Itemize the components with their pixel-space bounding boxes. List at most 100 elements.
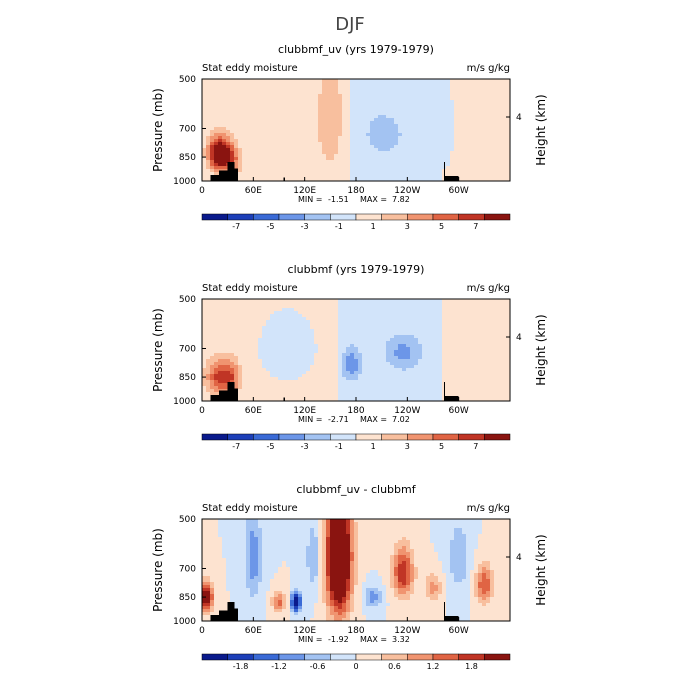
heatmap-cell: [322, 326, 326, 329]
heatmap-cell: [298, 368, 302, 371]
heatmap-cell: [206, 148, 210, 151]
heatmap-cell: [266, 157, 270, 160]
heatmap-cell: [466, 392, 470, 395]
heatmap-cell: [310, 130, 314, 133]
heatmap-cell: [238, 341, 242, 344]
heatmap-cell: [306, 127, 310, 130]
heatmap-cell: [342, 365, 346, 368]
heatmap-cell: [326, 377, 330, 380]
heatmap-cell: [394, 97, 398, 100]
heatmap-cell: [426, 392, 430, 395]
heatmap-cell: [218, 344, 222, 347]
heatmap-cell: [206, 109, 210, 112]
heatmap-cell: [450, 359, 454, 362]
heatmap-cell: [486, 103, 490, 106]
heatmap-cell: [498, 175, 502, 178]
heatmap-cell: [402, 85, 406, 88]
heatmap-cell: [310, 139, 314, 142]
heatmap-cell: [322, 124, 326, 127]
heatmap-cell: [366, 347, 370, 350]
heatmap-cell: [318, 377, 322, 380]
heatmap-cell: [214, 94, 218, 97]
heatmap-cell: [302, 166, 306, 169]
heatmap-cell: [206, 82, 210, 85]
heatmap-cell: [430, 88, 434, 91]
heatmap-cell: [246, 347, 250, 350]
heatmap-cell: [350, 314, 354, 317]
heatmap-cell: [274, 323, 278, 326]
heatmap-cell: [454, 356, 458, 359]
heatmap-cell: [210, 371, 214, 374]
heatmap-cell: [334, 314, 338, 317]
heatmap-cell: [442, 326, 446, 329]
heatmap-cell: [474, 160, 478, 163]
heatmap-cell: [250, 371, 254, 374]
heatmap-cell: [278, 359, 282, 362]
heatmap-cell: [354, 118, 358, 121]
heatmap-cell: [290, 386, 294, 389]
heatmap-cell: [334, 299, 338, 302]
heatmap-cell: [334, 160, 338, 163]
heatmap-cell: [390, 362, 394, 365]
heatmap-cell: [382, 323, 386, 326]
heatmap-cell: [506, 142, 510, 145]
heatmap-cell: [250, 118, 254, 121]
heatmap-cell: [218, 115, 222, 118]
heatmap-cell: [442, 82, 446, 85]
heatmap-cell: [282, 356, 286, 359]
heatmap-cell: [406, 85, 410, 88]
heatmap-cell: [394, 85, 398, 88]
heatmap-cell: [462, 374, 466, 377]
heatmap-cell: [426, 344, 430, 347]
heatmap-cell: [274, 371, 278, 374]
heatmap-cell: [458, 311, 462, 314]
heatmap-cell: [366, 97, 370, 100]
heatmap-cell: [322, 365, 326, 368]
heatmap-cell: [298, 100, 302, 103]
heatmap-cell: [486, 79, 490, 82]
heatmap-cell: [350, 124, 354, 127]
heatmap-cell: [438, 311, 442, 314]
heatmap-cell: [222, 350, 226, 353]
heatmap-cell: [210, 311, 214, 314]
heatmap-cell: [206, 136, 210, 139]
heatmap-cell: [370, 100, 374, 103]
heatmap-cell: [346, 320, 350, 323]
heatmap-cell: [414, 380, 418, 383]
heatmap-cell: [482, 85, 486, 88]
heatmap-cell: [350, 139, 354, 142]
heatmap-cell: [214, 139, 218, 142]
heatmap-cell: [466, 175, 470, 178]
heatmap-cell: [374, 353, 378, 356]
heatmap-cell: [270, 163, 274, 166]
heatmap-cell: [282, 127, 286, 130]
heatmap-cell: [322, 97, 326, 100]
heatmap-cell: [246, 398, 250, 401]
heatmap-cell: [302, 356, 306, 359]
heatmap-cell: [378, 88, 382, 91]
heatmap-cell: [418, 118, 422, 121]
heatmap-cell: [226, 82, 230, 85]
heatmap-cell: [450, 341, 454, 344]
heatmap-cell: [422, 160, 426, 163]
heatmap-cell: [206, 94, 210, 97]
heatmap-cell: [426, 371, 430, 374]
heatmap-cell: [210, 136, 214, 139]
heatmap-cell: [394, 320, 398, 323]
heatmap-cell: [214, 365, 218, 368]
heatmap-cell: [482, 124, 486, 127]
heatmap-cell: [366, 154, 370, 157]
heatmap-cell: [482, 139, 486, 142]
heatmap-cell: [262, 169, 266, 172]
heatmap-cell: [306, 100, 310, 103]
heatmap-cell: [318, 112, 322, 115]
heatmap-cell: [334, 320, 338, 323]
heatmap-cell: [378, 127, 382, 130]
heatmap-cell: [342, 341, 346, 344]
heatmap-cell: [350, 127, 354, 130]
heatmap-cell: [478, 82, 482, 85]
heatmap-cell: [266, 88, 270, 91]
heatmap-cell: [354, 335, 358, 338]
heatmap-cell: [334, 148, 338, 151]
heatmap-cell: [334, 100, 338, 103]
